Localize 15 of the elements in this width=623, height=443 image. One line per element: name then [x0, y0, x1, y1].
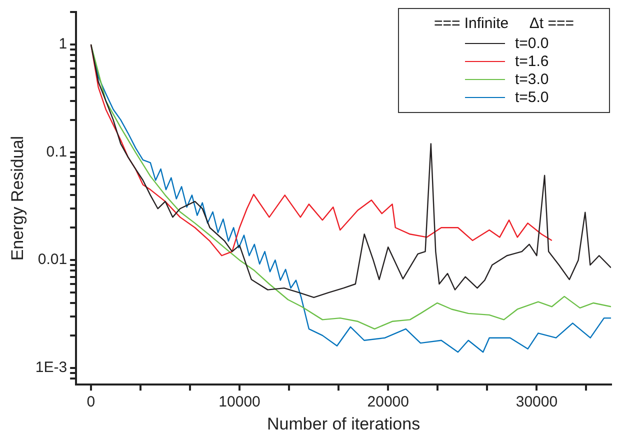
x-tick-label: 10000 — [218, 394, 260, 411]
x-tick-label: 20000 — [367, 394, 409, 411]
legend-label: t=3.0 — [515, 70, 549, 88]
legend-title: === Infinite Δt === — [432, 15, 576, 32]
y-tick-label: 0.1 — [46, 143, 68, 160]
y-tick-label: 1E-3 — [35, 359, 68, 376]
x-axis-title: Number of iterations — [267, 414, 420, 434]
y-tick-label: 1 — [58, 36, 68, 53]
x-tick-label: 30000 — [516, 394, 558, 411]
y-tick-label: 0.01 — [38, 251, 68, 268]
x-tick-label: 0 — [86, 394, 96, 411]
y-axis-title: Energy Residual — [8, 136, 27, 261]
legend-label: t=1.6 — [515, 52, 549, 70]
legend-label: t=0.0 — [515, 34, 549, 52]
legend-label: t=5.0 — [515, 88, 549, 106]
